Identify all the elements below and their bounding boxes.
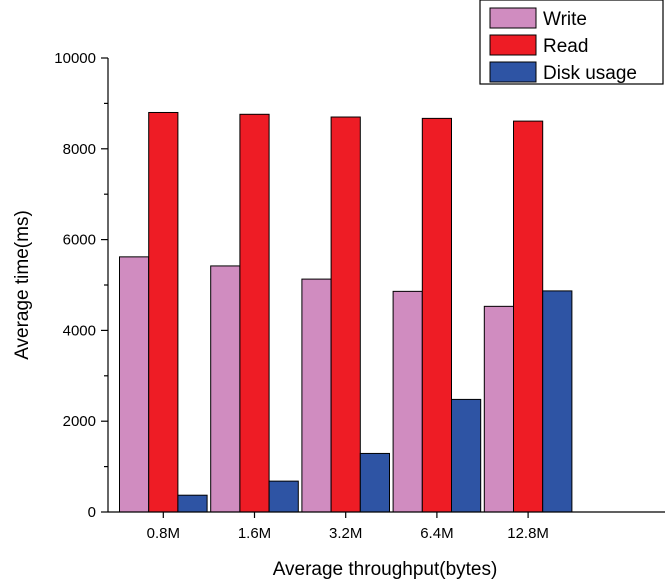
- legend-label-read: Read: [543, 36, 588, 57]
- bar-read-1: [239, 113, 270, 513]
- y-tick-label: 0: [88, 504, 96, 521]
- legend: Write Read Disk usage: [479, 0, 664, 85]
- x-tick-label: 12.8M: [507, 525, 549, 542]
- x-axis-title: Average throughput(bytes): [273, 559, 498, 580]
- bar-disk-usage-0: [177, 494, 208, 513]
- bar-write-3: [392, 290, 423, 513]
- bar-write-4: [483, 305, 514, 513]
- x-tick-label: 3.2M: [329, 525, 362, 542]
- bar-write-0: [119, 256, 150, 513]
- x-tick-label: 6.4M: [420, 525, 453, 542]
- bar-disk-usage-3: [451, 398, 482, 513]
- axes-layer: [107, 58, 665, 513]
- y-ticks-layer: 0 2000 4000 6000 8000 10000: [54, 50, 108, 521]
- y-tick-label: 4000: [63, 322, 96, 339]
- x-tick-label: 1.6M: [238, 525, 271, 542]
- x-tick-label: 0.8M: [147, 525, 180, 542]
- y-tick-label: 10000: [54, 50, 96, 67]
- x-ticks-layer: 0.8M 1.6M 3.2M 6.4M 12.8M: [147, 512, 549, 542]
- y-axis-title: Average time(ms): [12, 210, 33, 360]
- bar-disk-usage-4: [542, 290, 573, 513]
- legend-swatch-disk-usage: [489, 61, 537, 83]
- bar-write-1: [210, 265, 241, 513]
- legend-label-write: Write: [543, 9, 587, 30]
- bar-read-0: [148, 111, 179, 513]
- bar-disk-usage-2: [359, 452, 390, 513]
- bar-write-2: [301, 278, 332, 513]
- y-tick-label: 2000: [63, 413, 96, 430]
- y-tick-label: 8000: [63, 141, 96, 158]
- bars-layer: [119, 111, 573, 513]
- legend-swatch-read: [489, 34, 537, 56]
- bar-disk-usage-1: [268, 480, 299, 513]
- bar-read-2: [330, 116, 361, 513]
- legend-label-disk-usage: Disk usage: [543, 63, 637, 84]
- bar-read-4: [513, 120, 544, 513]
- legend-swatch-write: [489, 7, 537, 29]
- y-tick-label: 6000: [63, 232, 96, 249]
- bar-read-3: [421, 117, 452, 513]
